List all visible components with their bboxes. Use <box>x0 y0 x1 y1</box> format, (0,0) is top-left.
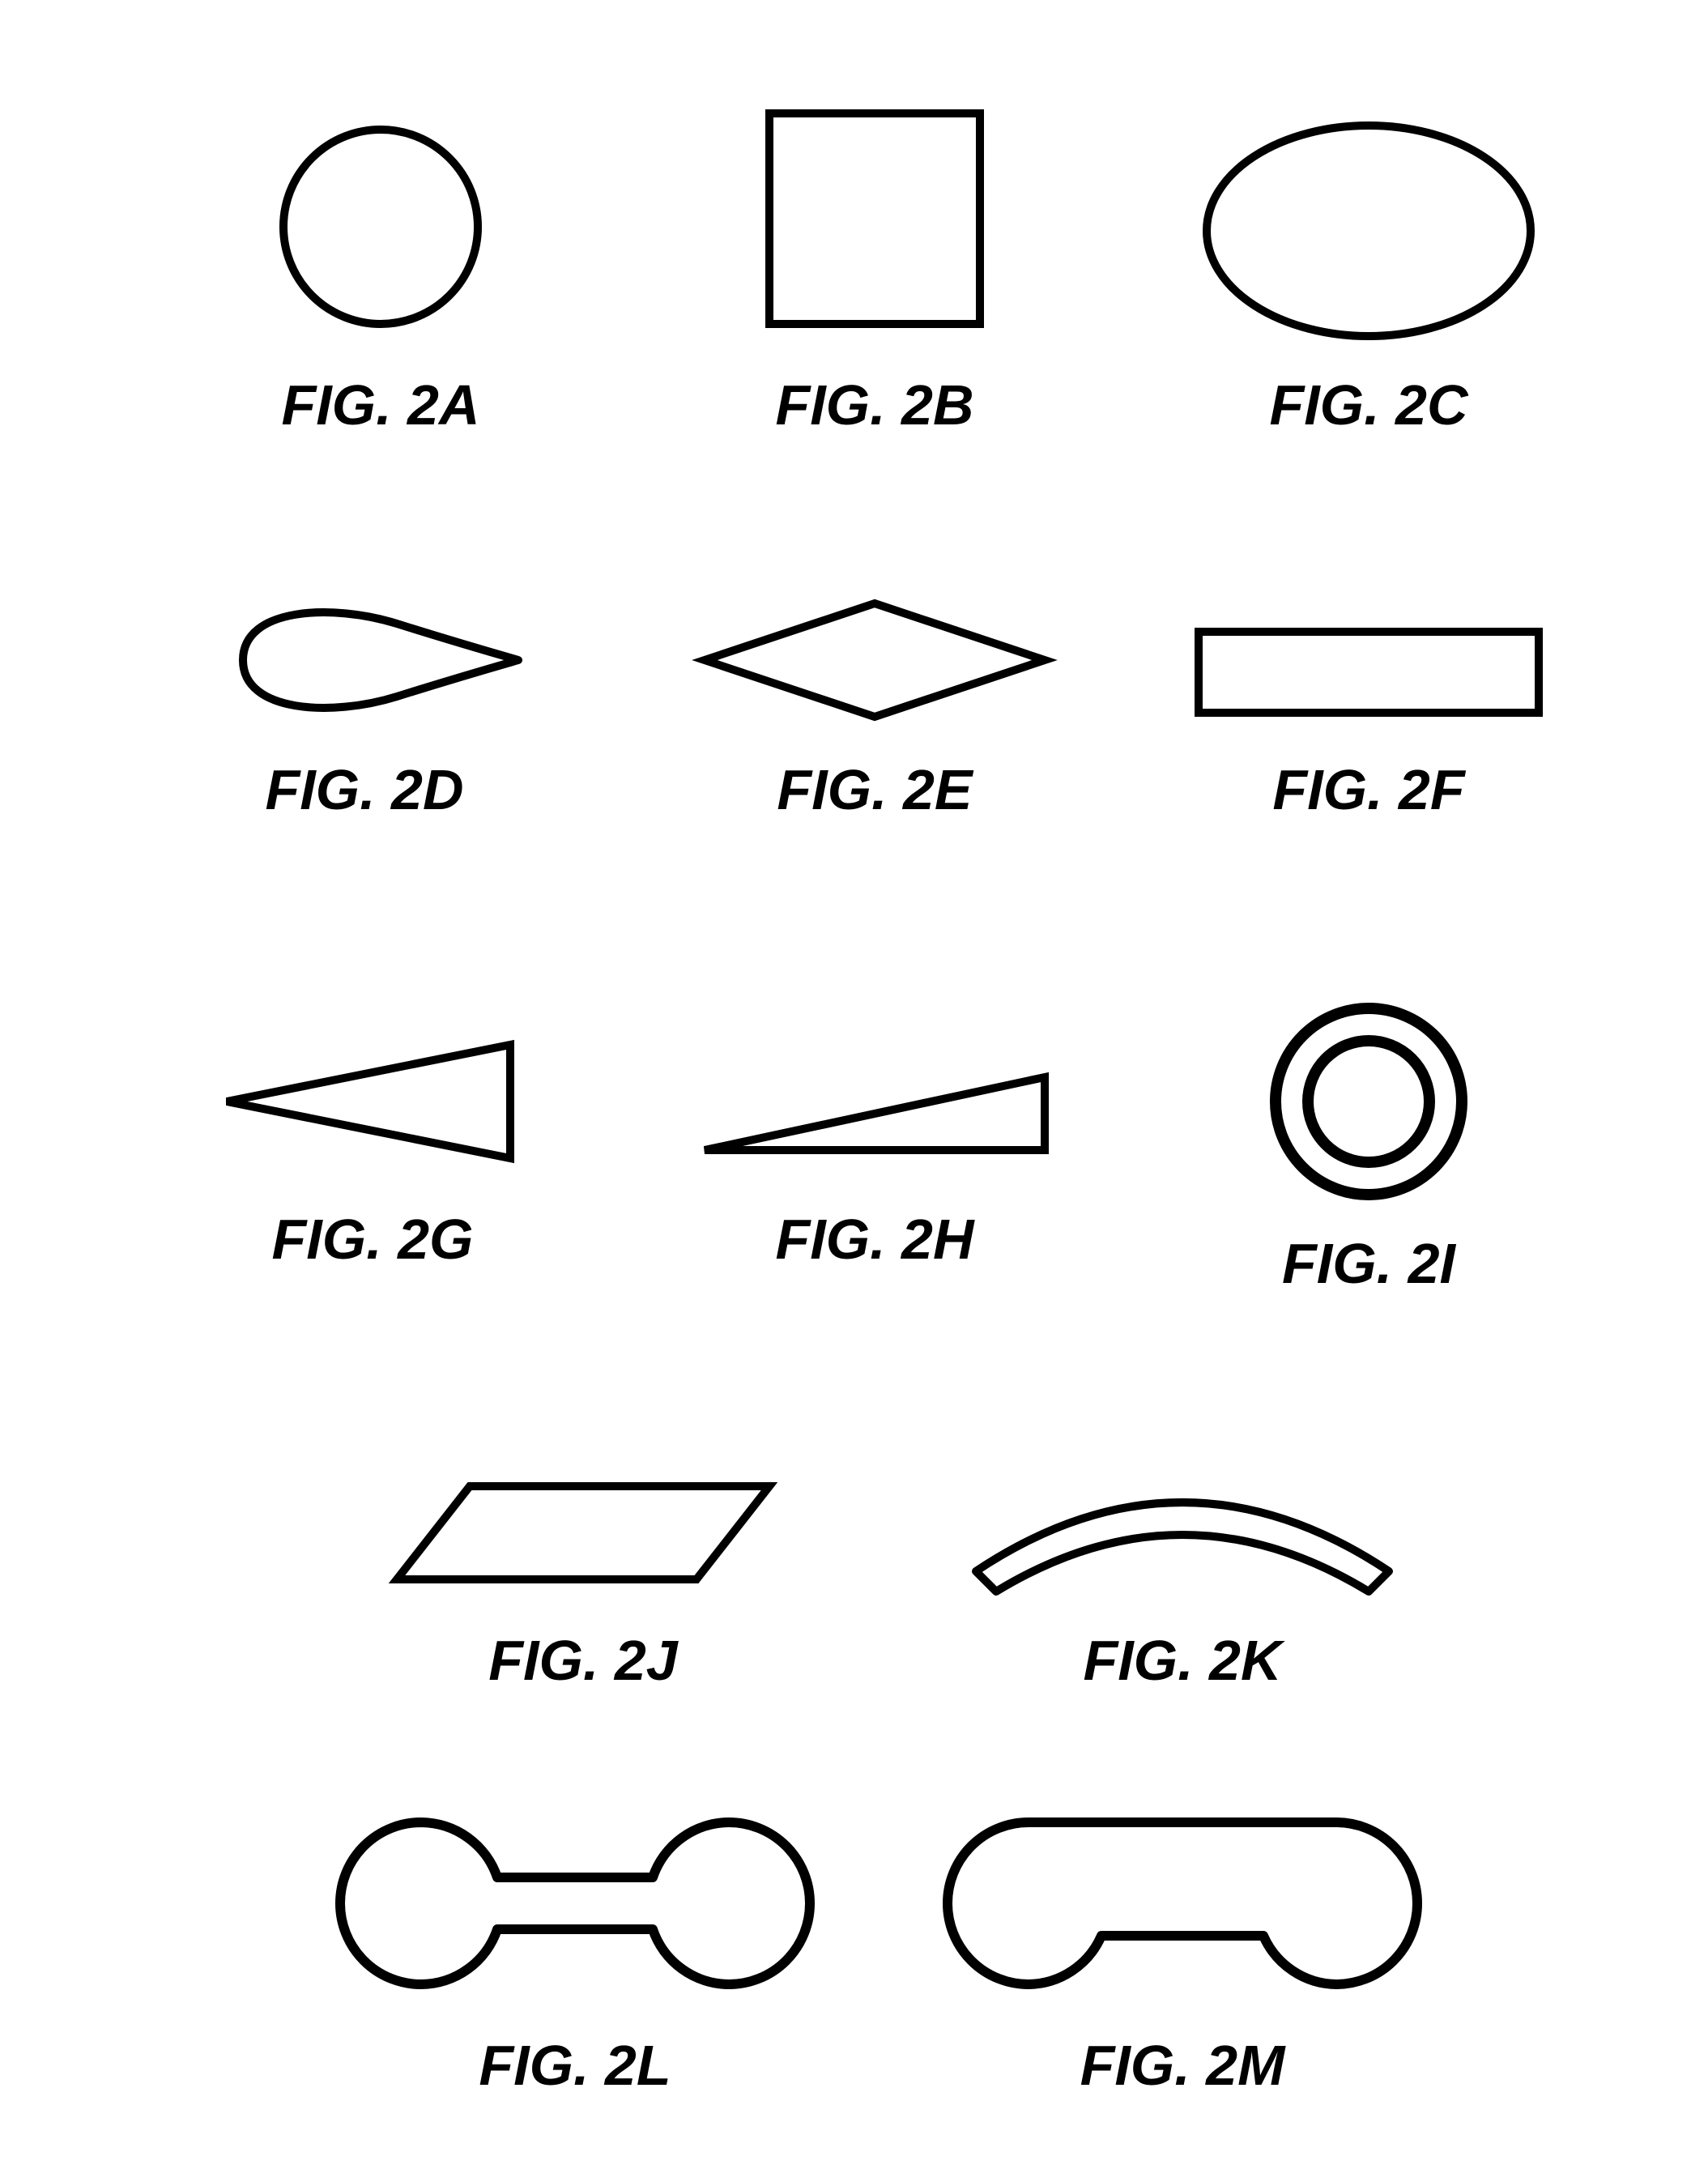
fig-2c-shape <box>1182 121 1555 340</box>
fig-2e-shape <box>672 583 1077 737</box>
fig-2k-caption: FIG. 2K <box>1083 1628 1281 1693</box>
fig-2g-cell: FIG. 2G <box>202 1021 543 1272</box>
fig-2h-shape <box>672 1053 1077 1183</box>
fig-2k-shape <box>939 1442 1425 1604</box>
fig-2i-shape <box>1239 996 1498 1207</box>
fig-2l-shape <box>324 1806 826 2001</box>
fig-2f-caption: FIG. 2F <box>1272 757 1464 822</box>
fig-2m-cell: FIG. 2M <box>923 1806 1442 2098</box>
fig-2k-cell: FIG. 2K <box>939 1442 1425 1693</box>
fig-2f-shape <box>1182 616 1555 729</box>
fig-2b-shape <box>705 97 1045 340</box>
fig-2e-cell: FIG. 2E <box>672 583 1077 822</box>
fig-2a-caption: FIG. 2A <box>281 373 479 437</box>
fig-2l-cell: FIG. 2L <box>324 1806 826 2098</box>
fig-2j-shape <box>373 1466 794 1604</box>
fig-2h-cell: FIG. 2H <box>672 1053 1077 1272</box>
fig-2m-caption: FIG. 2M <box>1080 2033 1285 2098</box>
fig-2i-cell: FIG. 2I <box>1239 996 1498 1296</box>
fig-2j-cell: FIG. 2J <box>373 1466 794 1693</box>
fig-2d-cell: FIG. 2D <box>186 583 543 822</box>
fig-2a-shape <box>211 113 551 340</box>
fig-2d-caption: FIG. 2D <box>265 757 463 822</box>
fig-2d-shape <box>186 583 543 737</box>
fig-2g-shape <box>202 1021 543 1183</box>
fig-2c-cell: FIG. 2C <box>1182 121 1555 437</box>
fig-2b-caption: FIG. 2B <box>775 373 973 437</box>
fig-2i-caption: FIG. 2I <box>1282 1231 1455 1296</box>
fig-2f-cell: FIG. 2F <box>1182 616 1555 822</box>
fig-2j-caption: FIG. 2J <box>488 1628 677 1693</box>
fig-2c-caption: FIG. 2C <box>1269 373 1467 437</box>
figure-page: FIG. 2A FIG. 2B FIG. 2C FIG. 2D <box>0 0 1708 2169</box>
fig-2b-cell: FIG. 2B <box>705 97 1045 437</box>
fig-2e-caption: FIG. 2E <box>777 757 972 822</box>
fig-2l-caption: FIG. 2L <box>479 2033 671 2098</box>
fig-2h-caption: FIG. 2H <box>775 1207 973 1272</box>
fig-2g-caption: FIG. 2G <box>272 1207 474 1272</box>
fig-2m-shape <box>923 1806 1442 2001</box>
fig-2a-cell: FIG. 2A <box>211 113 551 437</box>
